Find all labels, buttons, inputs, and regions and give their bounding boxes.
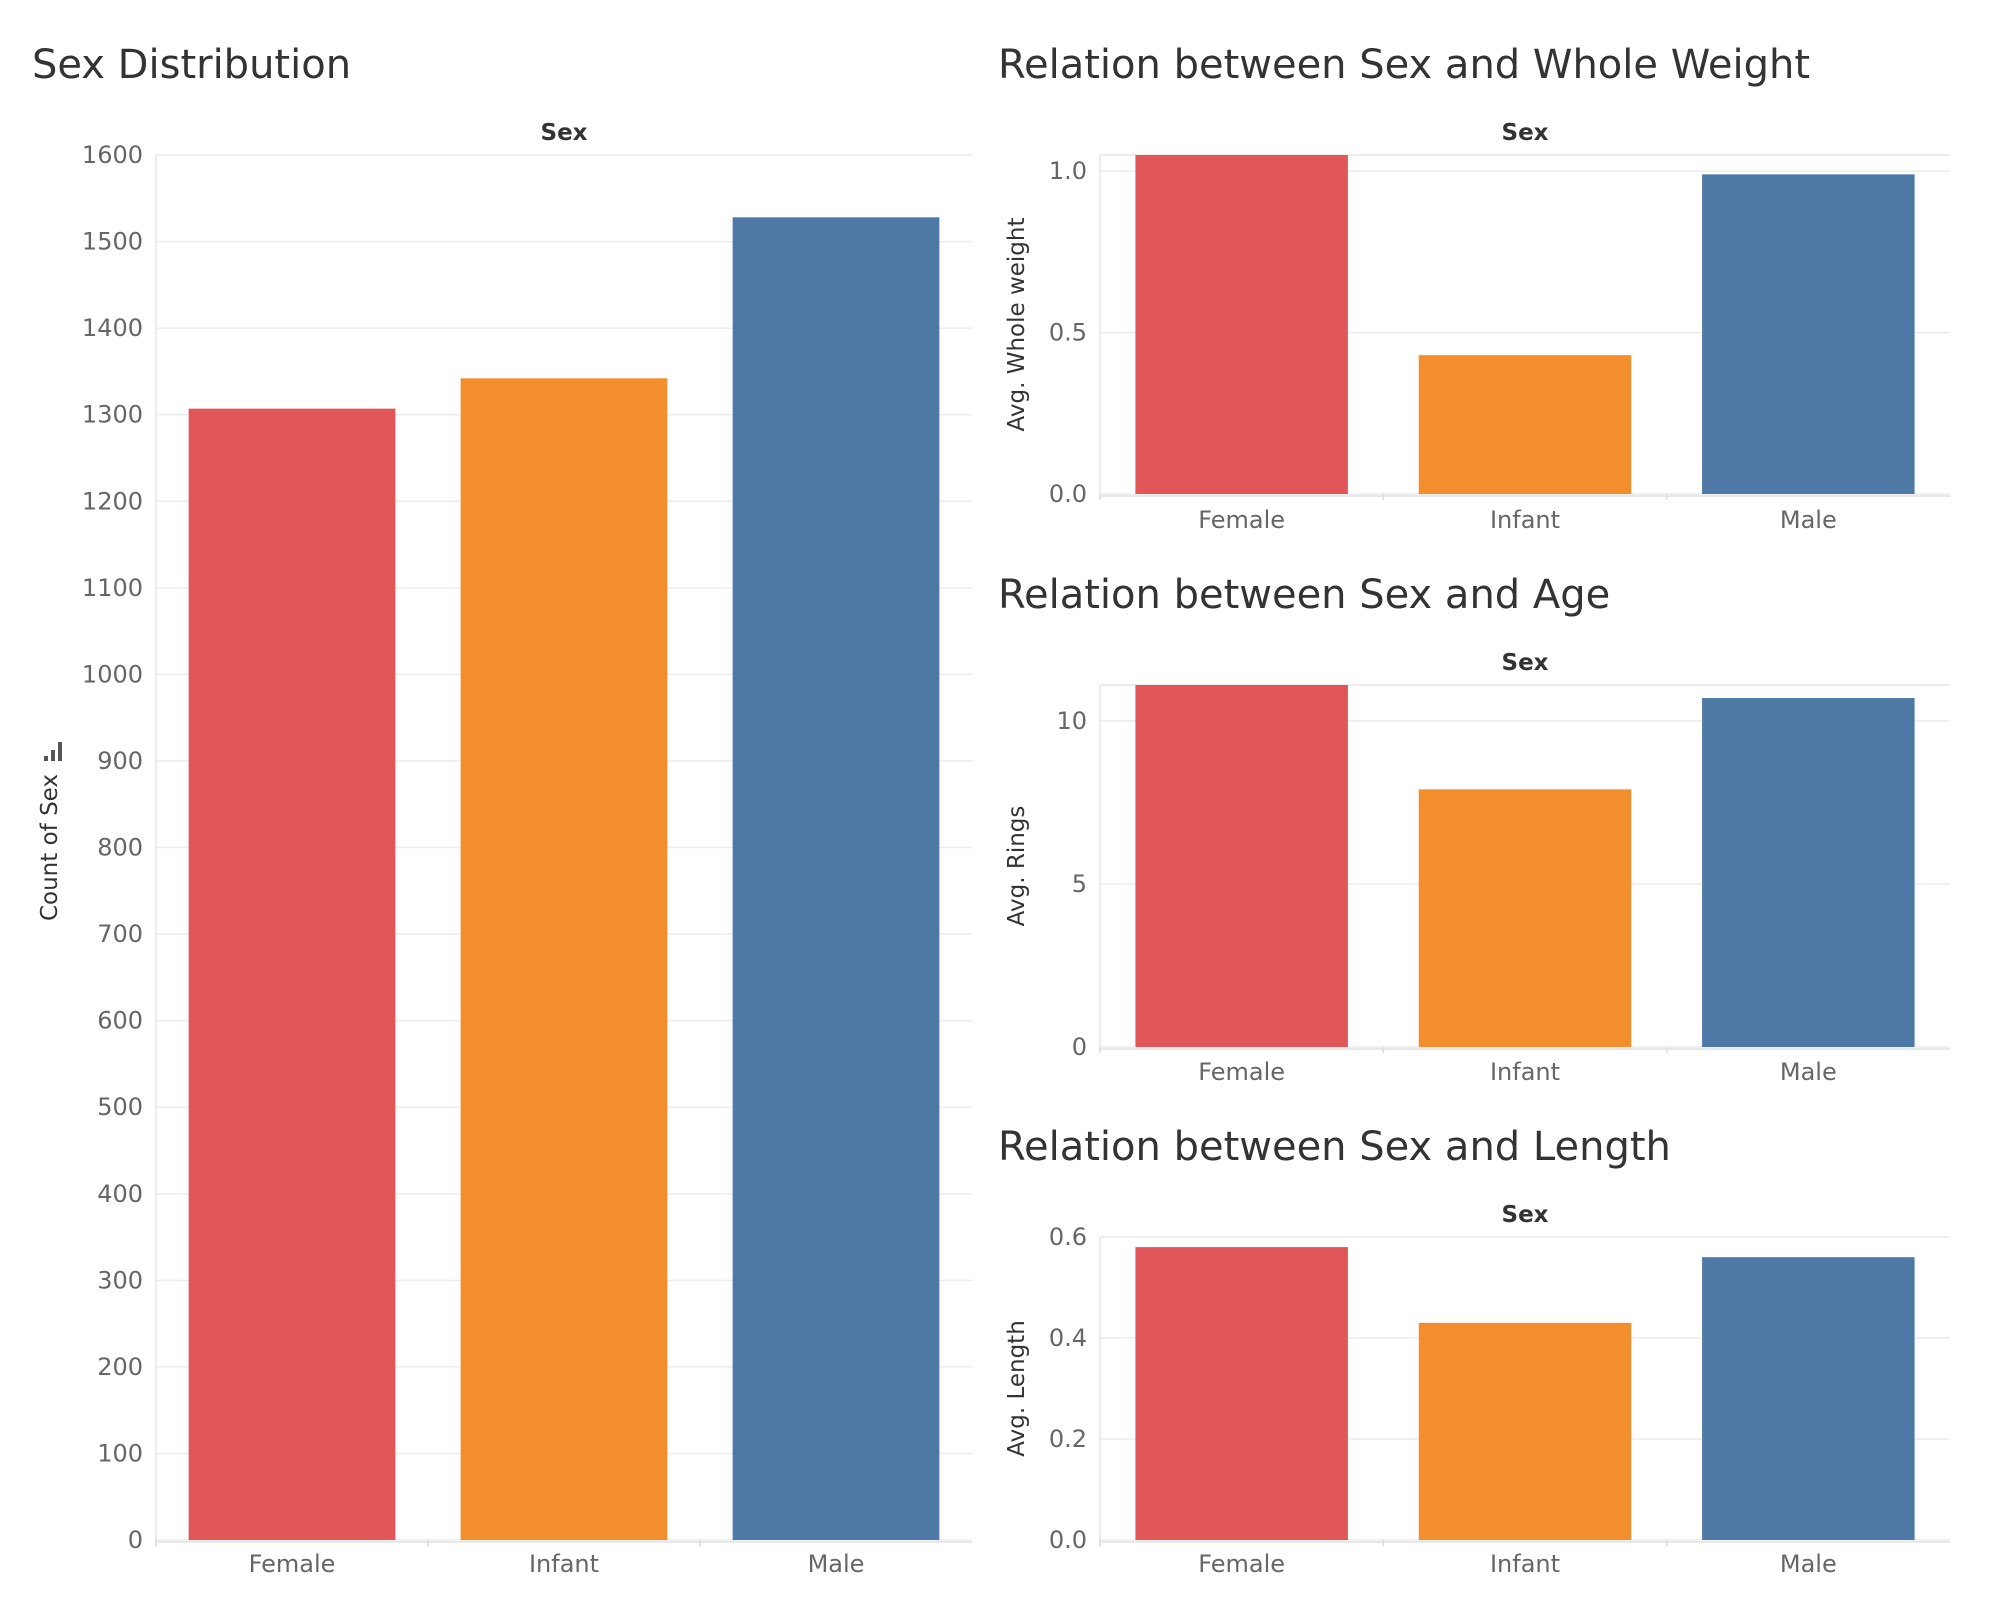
y-tick-label: 0.0 [1049,480,1087,508]
y-tick-label: 0.6 [1049,1223,1087,1251]
bar-male[interactable] [1702,698,1915,1047]
y-tick-label: 0.5 [1049,319,1087,347]
y-tick-label: 200 [97,1353,143,1381]
y-tick-label: 0 [1072,1033,1087,1061]
bar-infant[interactable] [1418,355,1632,494]
bar-male[interactable] [1702,1257,1915,1540]
chart-panel-1: Sex Distribution Sex 0 100 200 300 400 500 600 70… [32,42,972,1578]
column-header[interactable]: Sex [541,120,588,146]
y-tick-label: 0.2 [1049,1425,1087,1453]
y-tick-label: 300 [97,1266,143,1294]
bar-male[interactable] [1702,174,1915,494]
x-category-label[interactable]: Infant [1490,506,1560,534]
chart-panel-4: Relation between Sex and Length Sex 0.0 0.2… [998,1124,1950,1578]
bar-infant[interactable] [1418,789,1632,1047]
bar-sort-icon[interactable] [44,742,62,761]
x-category-label[interactable]: Female [1198,1058,1285,1086]
column-header[interactable]: Sex [1502,650,1549,676]
chart-title: Relation between Sex and Length [998,1124,1671,1170]
chart-panel-3: Relation between Sex and Age Sex 0 5 10 Avg. … [998,572,1950,1086]
x-category-label[interactable]: Female [1198,506,1285,534]
y-axis-title[interactable]: Avg. Length [1004,1320,1030,1457]
y-tick-label: 800 [97,834,143,862]
y-tick-label: 0 [128,1526,143,1554]
bar-female[interactable] [1135,155,1348,494]
x-category-label[interactable]: Female [249,1550,336,1578]
bar-infant[interactable] [460,378,668,1540]
y-tick-label: 1200 [82,487,143,515]
x-category-label[interactable]: Male [1780,506,1837,534]
y-tick-label: 600 [97,1007,143,1035]
column-header[interactable]: Sex [1502,120,1549,146]
chart-title: Sex Distribution [32,42,351,88]
y-tick-label: 5 [1072,870,1087,898]
y-tick-label: 0.4 [1049,1324,1087,1352]
y-axis-title[interactable]: Avg. Rings [1004,806,1030,927]
y-tick-label: 1400 [82,314,143,342]
y-axis-title[interactable]: Avg. Whole weight [1004,217,1030,431]
x-category-label[interactable]: Infant [1490,1550,1560,1578]
bar-infant[interactable] [1418,1322,1632,1540]
x-category-label[interactable]: Male [1780,1550,1837,1578]
y-tick-label: 700 [97,920,143,948]
bar-female[interactable] [1135,685,1348,1047]
y-tick-label: 1600 [82,141,143,169]
chart-panel-2: Relation between Sex and Whole Weight Sex… [998,42,1950,534]
x-category-label[interactable]: Female [1198,1550,1285,1578]
y-tick-label: 10 [1056,707,1087,735]
chart-title: Relation between Sex and Whole Weight [998,42,1810,88]
y-tick-label: 400 [97,1180,143,1208]
y-tick-label: 1.0 [1049,157,1087,185]
x-category-label[interactable]: Male [1780,1058,1837,1086]
y-axis-title[interactable]: Count of Sex [37,774,63,921]
x-category-label[interactable]: Infant [1490,1058,1560,1086]
y-tick-label: 100 [97,1439,143,1467]
y-tick-label: 1000 [82,660,143,688]
x-category-label[interactable]: Infant [529,1550,599,1578]
y-tick-label: 1500 [82,228,143,256]
chart-title: Relation between Sex and Age [998,572,1610,618]
column-header[interactable]: Sex [1502,1202,1549,1228]
bar-male[interactable] [732,217,940,1541]
bar-female[interactable] [188,408,396,1540]
y-tick-label: 900 [97,747,143,775]
y-tick-label: 500 [97,1093,143,1121]
y-tick-label: 1300 [82,401,143,429]
bar-female[interactable] [1135,1247,1348,1540]
y-tick-label: 0.0 [1049,1526,1087,1554]
y-tick-label: 1100 [82,574,143,602]
x-category-label[interactable]: Male [808,1550,865,1578]
